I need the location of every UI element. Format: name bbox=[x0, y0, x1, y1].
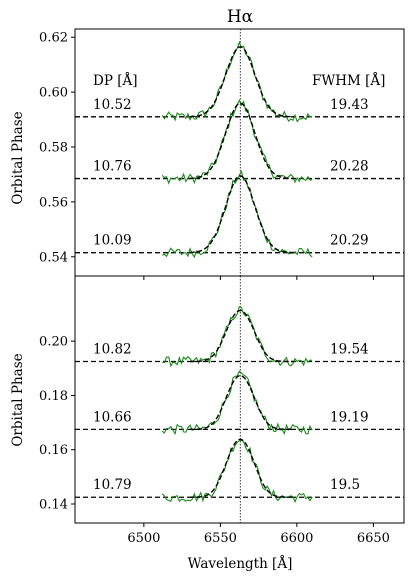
y-tick-label: 0.16 bbox=[39, 443, 68, 458]
y-tick-label: 0.60 bbox=[39, 86, 68, 101]
y-tick-label: 0.62 bbox=[39, 31, 68, 46]
plot-frame bbox=[74, 275, 405, 524]
y-tick-label: 0.56 bbox=[39, 195, 68, 210]
y-tick-label: 0.54 bbox=[39, 250, 68, 265]
x-tick-label: 6600 bbox=[280, 531, 313, 546]
bottom-y-axis-label: Orbital Phase bbox=[10, 353, 26, 446]
y-tick-label: 0.18 bbox=[39, 389, 68, 404]
y-tick-label: 0.58 bbox=[39, 141, 68, 156]
x-tick-label: 6550 bbox=[204, 531, 237, 546]
dp-value-label: 10.52 bbox=[93, 97, 132, 113]
x-tick-label: 6650 bbox=[357, 531, 390, 546]
fwhm-value-label: 19.43 bbox=[330, 97, 369, 113]
dp-column-header: DP [Å] bbox=[93, 73, 137, 89]
chart-title: Hα bbox=[227, 7, 254, 27]
y-tick-label: 0.20 bbox=[39, 335, 68, 350]
dp-value-label: 10.79 bbox=[93, 477, 132, 493]
model-fit-curve bbox=[189, 46, 294, 118]
observed-spectrum bbox=[161, 98, 313, 185]
dp-value-label: 10.09 bbox=[93, 233, 132, 249]
bottom-panel: 6500 6550 6600 6650 0.14 0.16 0.18 0.20 10.82 19.… bbox=[39, 275, 405, 546]
fwhm-column-header: FWHM [Å] bbox=[312, 73, 385, 89]
model-fit-curve bbox=[189, 374, 294, 431]
fwhm-value-label: 19.19 bbox=[330, 409, 369, 425]
observed-spectrum bbox=[162, 170, 313, 259]
x-tick-label: 6500 bbox=[127, 531, 160, 546]
model-fit-curve bbox=[189, 102, 294, 180]
observed-spectrum bbox=[161, 40, 313, 123]
observed-spectrum bbox=[162, 305, 313, 368]
model-fit-curve bbox=[189, 438, 294, 498]
top-panel: 0.54 0.56 0.58 0.60 0.62 DP [Å] FWHM [Å] 10.52 1… bbox=[39, 28, 405, 280]
top-y-axis-label: Orbital Phase bbox=[10, 111, 26, 204]
dp-value-label: 10.66 bbox=[93, 409, 132, 425]
dp-value-label: 10.76 bbox=[93, 159, 132, 175]
fwhm-value-label: 19.5 bbox=[330, 477, 360, 493]
model-fit-curve bbox=[189, 175, 294, 254]
dp-value-label: 10.82 bbox=[93, 342, 132, 358]
fwhm-value-label: 19.54 bbox=[330, 342, 369, 358]
observed-spectrum bbox=[161, 370, 313, 436]
model-fit-curve bbox=[189, 309, 294, 363]
observed-spectrum bbox=[161, 439, 313, 504]
y-tick-label: 0.14 bbox=[39, 498, 68, 513]
fwhm-value-label: 20.29 bbox=[330, 233, 369, 249]
x-axis-label: Wavelength [Å] bbox=[188, 556, 293, 572]
fwhm-value-label: 20.28 bbox=[330, 159, 369, 175]
